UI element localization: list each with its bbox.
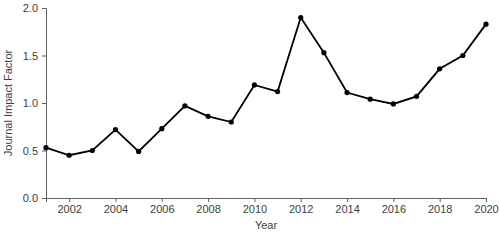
marker — [368, 97, 373, 102]
x-tick-label: 2020 — [474, 203, 498, 215]
marker — [391, 101, 396, 106]
x-tick-label: 2008 — [196, 203, 220, 215]
y-tick-mark — [42, 8, 46, 9]
plot: 0.00.51.01.52.02002200420062008201020122… — [23, 2, 499, 215]
y-tick: 1.5 — [23, 50, 46, 62]
marker — [321, 50, 326, 55]
marker — [483, 22, 488, 27]
x-tick-label: 2018 — [428, 203, 452, 215]
x-tick: 2006 — [150, 198, 174, 215]
x-axis-title: Year — [255, 219, 278, 231]
marker — [298, 15, 303, 20]
x-tick: 2010 — [243, 198, 267, 215]
marker — [90, 148, 95, 153]
x-axis-line — [47, 199, 487, 203]
marker — [136, 149, 141, 154]
x-tick-label: 2006 — [150, 203, 174, 215]
y-tick-mark — [42, 103, 46, 104]
x-tick-label: 2004 — [104, 203, 128, 215]
marker — [67, 153, 72, 158]
line — [46, 18, 486, 156]
x-tick-mark — [301, 198, 302, 202]
marker — [229, 119, 234, 124]
y-tick-label: 0.0 — [23, 192, 38, 204]
x-tick: 2002 — [57, 198, 81, 215]
x-tick-label: 2010 — [243, 203, 267, 215]
data-layer — [43, 15, 488, 158]
y-tick-label: 2.0 — [23, 2, 38, 14]
marker — [460, 53, 465, 58]
marker — [414, 94, 419, 99]
y-tick-mark — [42, 198, 46, 199]
x-tick: 2012 — [289, 198, 313, 215]
y-axis: 0.0 0.5 1.0 1.5 2.0 — [23, 2, 47, 204]
x-tick-mark — [254, 198, 255, 202]
x-tick-mark — [115, 198, 116, 202]
x-tick-label: 2012 — [289, 203, 313, 215]
x-tick: 2004 — [104, 198, 128, 215]
chart: 0.00.51.01.52.02002200420062008201020122… — [0, 0, 500, 232]
x-tick: 2014 — [335, 198, 359, 215]
x-tick: 2008 — [196, 198, 220, 215]
marker — [275, 89, 280, 94]
y-tick: 0.0 — [23, 192, 46, 204]
x-tick: 2020 — [474, 198, 498, 215]
y-tick: 0.5 — [23, 145, 46, 157]
x-tick-mark — [440, 198, 441, 202]
x-tick: 2018 — [428, 198, 452, 215]
marker — [182, 103, 187, 108]
y-tick: 1.0 — [23, 97, 46, 109]
marker — [43, 145, 48, 150]
marker — [113, 127, 118, 132]
marker — [206, 114, 211, 119]
x-tick-label: 2002 — [57, 203, 81, 215]
y-axis-line — [42, 9, 47, 199]
y-tick-label: 1.0 — [23, 97, 38, 109]
y-tick-mark — [42, 56, 46, 57]
marker — [252, 82, 257, 87]
y-axis-title: Journal Impact Factor — [2, 49, 14, 156]
y-tick: 2.0 — [23, 2, 46, 14]
marker — [344, 90, 349, 95]
x-tick-mark — [208, 198, 209, 202]
x-tick-mark — [69, 198, 70, 202]
x-tick-label: 2016 — [382, 203, 406, 215]
x-axis: 2002 2004 2006 2008 2010 2012 2014 2016 2018 2020 — [47, 198, 499, 215]
x-tick-mark — [347, 198, 348, 202]
y-tick-mark — [42, 151, 46, 152]
x-tick-mark — [162, 198, 163, 202]
x-tick-label: 2014 — [335, 203, 359, 215]
x-tick-mark — [486, 198, 487, 202]
marker — [437, 66, 442, 71]
y-tick-label: 1.5 — [23, 50, 38, 62]
x-tick-mark — [393, 198, 394, 202]
x-tick: 2016 — [382, 198, 406, 215]
y-tick-label: 0.5 — [23, 145, 38, 157]
marker — [159, 126, 164, 131]
